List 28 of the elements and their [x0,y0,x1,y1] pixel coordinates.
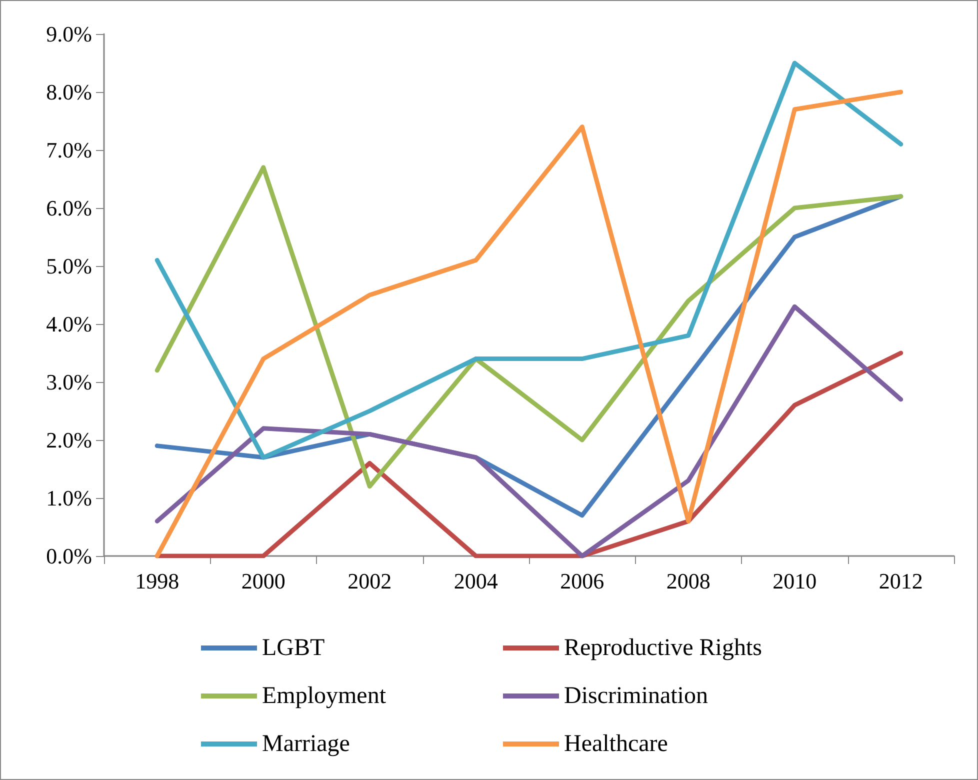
line-series [154,90,904,558]
line-series [154,165,904,489]
y-tick-label: 1.0% [46,486,92,510]
x-tick-label: 2010 [772,568,817,594]
y-tick-label: 7.0% [46,138,92,162]
x-tick-label: 2004 [454,568,498,594]
x-tick-label: 2006 [560,568,604,594]
legend-label: Marriage [262,731,350,757]
x-tick-label: 2012 [878,568,923,594]
y-tick-label: 2.0% [46,428,92,452]
x-tick-label: 2002 [348,568,392,594]
legend-label: Reproductive Rights [564,635,762,661]
x-tick-label: 2000 [241,568,286,594]
y-tick-label: 3.0% [46,370,92,394]
y-tick-label: 8.0% [46,80,92,104]
x-tick-label: 2008 [666,568,710,594]
line-series [154,60,904,460]
legend-label: Employment [262,683,386,709]
y-tick-label: 9.0% [46,22,92,46]
y-tick-label: 6.0% [46,196,92,220]
y-tick-label: 0.0% [46,544,92,568]
x-tick-label: 1998 [135,568,180,594]
legend-label: Healthcare [564,731,668,757]
y-tick-label: 5.0% [46,254,92,278]
legend-label: Discrimination [564,683,708,709]
legend-label: LGBT [262,635,325,661]
line-series [154,304,904,558]
y-tick-label: 4.0% [46,312,92,336]
